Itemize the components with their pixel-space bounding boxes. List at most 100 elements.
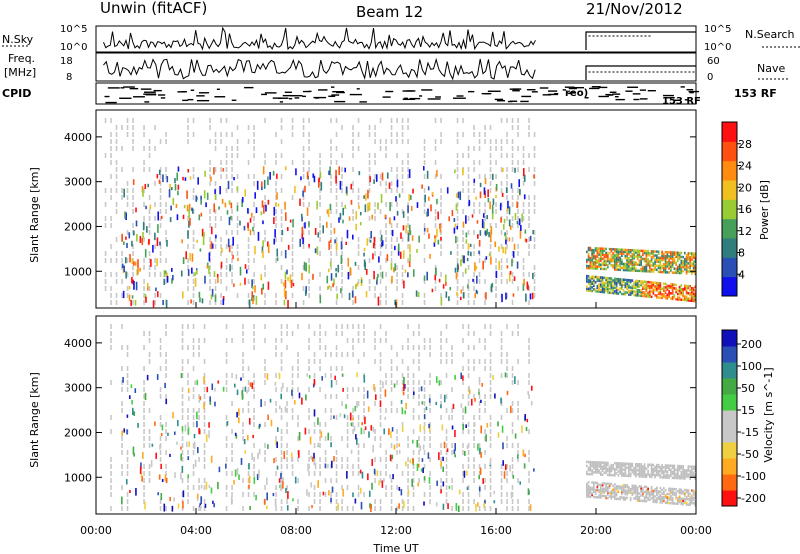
power-cell bbox=[654, 266, 656, 269]
freq-unit: [MHz] bbox=[4, 66, 36, 79]
power-cell bbox=[612, 256, 614, 259]
power-cell bbox=[649, 270, 651, 273]
scan-cell bbox=[121, 195, 123, 200]
power-cell bbox=[329, 203, 332, 210]
power-cell bbox=[596, 255, 599, 258]
scan-cell bbox=[231, 401, 233, 406]
power-cell bbox=[682, 298, 684, 302]
velocity-cell bbox=[682, 475, 684, 478]
velocity-cell bbox=[353, 425, 356, 432]
power-cell bbox=[668, 263, 670, 266]
power-cell bbox=[645, 257, 648, 261]
scan-cell bbox=[401, 188, 404, 193]
power-cell bbox=[596, 251, 599, 254]
velocity-cell bbox=[440, 404, 442, 409]
scan-cell bbox=[308, 146, 310, 151]
scan-cell bbox=[467, 293, 470, 298]
power-cell bbox=[663, 287, 665, 291]
velocity-cell bbox=[621, 464, 623, 467]
power-cell bbox=[456, 225, 459, 230]
velocity-cell bbox=[198, 399, 201, 403]
power-cell bbox=[200, 199, 202, 205]
power-cell bbox=[596, 259, 599, 262]
velocity-cell bbox=[629, 487, 632, 491]
scan-cell bbox=[291, 471, 294, 476]
scan-cell bbox=[247, 293, 250, 298]
power-cell bbox=[596, 265, 599, 268]
scan-cell bbox=[275, 373, 277, 378]
velocity-cell bbox=[670, 496, 672, 500]
power-cell bbox=[661, 264, 663, 268]
scan-cell bbox=[368, 279, 371, 284]
velocity-cell bbox=[313, 458, 316, 466]
power-cell bbox=[313, 175, 316, 183]
cpid-mark bbox=[612, 93, 621, 95]
velocity-cell bbox=[650, 467, 653, 471]
velocity-cell bbox=[181, 426, 184, 432]
scan-cell bbox=[467, 265, 470, 270]
power-cell bbox=[344, 204, 347, 210]
power-cell bbox=[262, 283, 265, 290]
freq-panel: Freq. [MHz] 18 8 60 0 Nave bbox=[4, 52, 790, 83]
power-cell bbox=[333, 278, 335, 286]
scan-cell bbox=[110, 506, 112, 511]
velocity-cell bbox=[389, 474, 391, 479]
velocity-cell bbox=[619, 497, 621, 501]
power-cell bbox=[251, 297, 253, 301]
scan-cell bbox=[181, 478, 184, 483]
scan-cell bbox=[330, 160, 332, 165]
power-cell bbox=[601, 247, 604, 250]
scan-cell bbox=[104, 118, 107, 123]
power-cell bbox=[647, 270, 649, 273]
scan-cell bbox=[132, 125, 134, 130]
power-cell bbox=[600, 263, 602, 267]
scan-cell bbox=[379, 380, 382, 385]
velocity-cell bbox=[643, 490, 646, 494]
power-cell bbox=[629, 289, 632, 293]
power-cell bbox=[422, 166, 425, 171]
velocity-cell bbox=[617, 497, 620, 501]
velocity-cell bbox=[457, 505, 460, 513]
power-cell bbox=[377, 296, 380, 306]
velocity-cell bbox=[687, 494, 690, 497]
power-cell bbox=[508, 219, 511, 227]
velocity-colorbar-tick-label: 50 bbox=[741, 382, 755, 395]
power-cell bbox=[621, 248, 623, 252]
scan-cell bbox=[330, 366, 332, 371]
power-cell bbox=[203, 190, 206, 199]
scan-cell bbox=[319, 331, 321, 336]
power-cell bbox=[657, 290, 660, 294]
velocity-cell bbox=[622, 462, 625, 465]
power-cell bbox=[677, 253, 679, 257]
power-cell bbox=[431, 191, 434, 196]
velocity-cell bbox=[238, 474, 240, 480]
scan-cell bbox=[165, 429, 167, 434]
scan-cell bbox=[346, 429, 349, 434]
power-cell bbox=[262, 240, 264, 248]
power-cell bbox=[465, 232, 468, 238]
power-cell bbox=[486, 215, 488, 220]
velocity-cell bbox=[656, 467, 658, 471]
scan-cell bbox=[429, 345, 431, 350]
velocity-cell bbox=[438, 380, 441, 386]
power-colorbar-tick-label: 28 bbox=[738, 138, 752, 151]
power-cell bbox=[654, 250, 656, 253]
scan-cell bbox=[484, 202, 486, 207]
power-cell bbox=[437, 211, 439, 220]
scan-cell bbox=[467, 286, 470, 291]
velocity-cell bbox=[339, 413, 342, 417]
velocity-cell bbox=[290, 458, 293, 462]
velocity-cell bbox=[184, 424, 187, 432]
scan-cell bbox=[423, 429, 426, 434]
power-cell bbox=[304, 222, 306, 229]
power-cell bbox=[306, 207, 309, 216]
velocity-cell bbox=[661, 466, 663, 469]
power-cell bbox=[523, 194, 526, 200]
power-cell bbox=[197, 177, 199, 185]
velocity-cell bbox=[614, 497, 616, 500]
scan-cell bbox=[407, 366, 409, 371]
power-cell bbox=[351, 290, 354, 298]
scan-cell bbox=[456, 251, 459, 256]
power-cell bbox=[635, 281, 637, 284]
velocity-cell bbox=[684, 469, 686, 472]
